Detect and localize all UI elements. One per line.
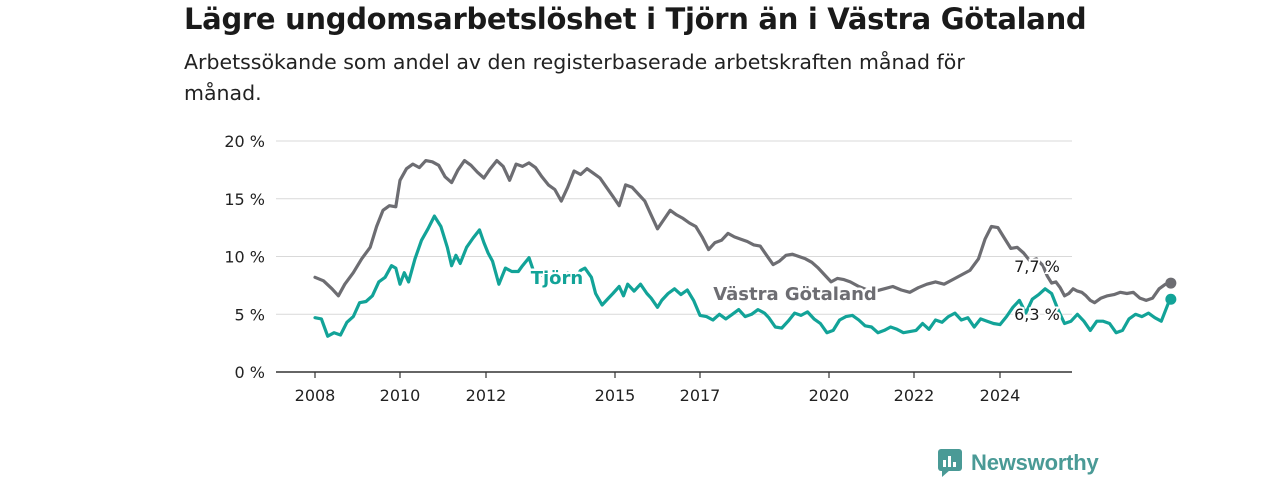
series-line-tjorn [313,214,1172,338]
series-label-vastra-gotaland: Västra Götaland [713,284,877,305]
value-label-vastra-gotaland: 7,7 % [1014,257,1060,276]
end-point-tjorn [1165,293,1177,305]
x-tick-label: 2008 [295,386,336,405]
x-tick-label: 2024 [980,386,1021,405]
brand-name: Newsworthy [971,450,1099,475]
y-tick-label: 5 % [235,305,265,324]
y-tick-label: 0 % [235,363,265,382]
x-tick-label: 2012 [466,386,507,405]
y-tick-label: 15 % [224,190,265,209]
value-label-tjorn: 6,3 % [1014,305,1060,324]
chart-title: Lägre ungdomsarbetslöshet i Tjörn än i V… [184,2,1087,36]
x-tick-label: 2015 [595,386,636,405]
chart-subtitle: Arbetssökande som andel av den registerb… [184,50,965,105]
x-tick-label: 2010 [380,386,421,405]
series-line-vastra-gotaland [313,159,1172,305]
x-tick-label: 2017 [680,386,721,405]
x-tick-label: 2022 [894,386,935,405]
y-tick-label: 20 % [224,132,265,151]
end-point-vastra-gotaland [1165,277,1177,289]
brand-logo: Newsworthy [937,448,1099,478]
series-label-tjorn: Tjörn [531,268,584,289]
x-tick-label: 2020 [809,386,850,405]
y-tick-label: 10 % [224,248,265,267]
newsworthy-logo-icon [938,449,962,477]
